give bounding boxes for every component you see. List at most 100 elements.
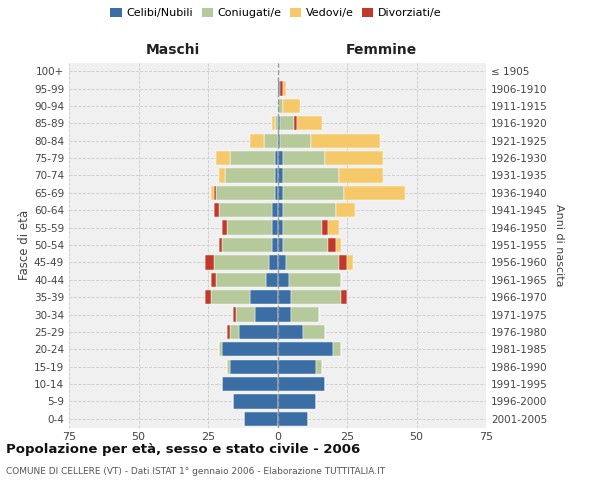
Bar (294, 116, 297, 130)
Bar (280, 116, 294, 130)
Bar (230, 325, 239, 339)
Bar (283, 168, 338, 182)
Bar (219, 203, 272, 218)
Bar (297, 116, 322, 130)
Bar (269, 256, 277, 270)
Bar (283, 186, 344, 200)
Bar (211, 272, 217, 287)
Text: COMUNE DI CELLERE (VT) - Dati ISTAT 1° gennaio 2006 - Elaborazione TUTTITALIA.IT: COMUNE DI CELLERE (VT) - Dati ISTAT 1° g… (6, 468, 385, 476)
Bar (217, 272, 266, 287)
Bar (344, 186, 406, 200)
Bar (338, 168, 383, 182)
Bar (236, 308, 255, 322)
Bar (333, 342, 341, 356)
Bar (277, 82, 280, 96)
Bar (211, 290, 250, 304)
Bar (211, 186, 214, 200)
Bar (222, 342, 277, 356)
Bar (227, 360, 230, 374)
Bar (214, 256, 269, 270)
Y-axis label: Fasce di età: Fasce di età (18, 210, 31, 280)
Bar (219, 168, 224, 182)
Bar (277, 116, 280, 130)
Bar (272, 116, 275, 130)
Bar (292, 308, 319, 322)
Bar (222, 220, 227, 234)
Bar (230, 360, 277, 374)
Bar (283, 220, 322, 234)
Bar (219, 342, 222, 356)
Bar (255, 308, 277, 322)
Bar (277, 394, 316, 408)
Bar (277, 272, 289, 287)
Bar (277, 325, 302, 339)
Bar (230, 151, 275, 165)
Bar (239, 325, 277, 339)
Bar (233, 308, 236, 322)
Bar (217, 186, 275, 200)
Bar (328, 220, 338, 234)
Bar (283, 99, 300, 113)
Bar (277, 151, 283, 165)
Text: Femmine: Femmine (346, 44, 418, 58)
Bar (244, 412, 277, 426)
Bar (341, 290, 347, 304)
Bar (205, 290, 211, 304)
Bar (283, 82, 286, 96)
Bar (250, 134, 263, 148)
Bar (277, 342, 333, 356)
Bar (277, 186, 283, 200)
Bar (328, 238, 336, 252)
Bar (277, 220, 283, 234)
Bar (277, 308, 292, 322)
Bar (227, 220, 272, 234)
Bar (263, 134, 277, 148)
Bar (277, 360, 316, 374)
Bar (347, 256, 353, 270)
Bar (325, 151, 383, 165)
Text: Maschi: Maschi (146, 44, 200, 58)
Bar (214, 186, 217, 200)
Bar (275, 186, 277, 200)
Bar (283, 238, 328, 252)
Bar (289, 272, 341, 287)
Bar (275, 116, 277, 130)
Bar (205, 256, 214, 270)
Bar (277, 377, 325, 391)
Bar (316, 360, 322, 374)
Bar (275, 151, 277, 165)
Legend: Celibi/Nubili, Coniugati/e, Vedovi/e, Divorziati/e: Celibi/Nubili, Coniugati/e, Vedovi/e, Di… (106, 3, 446, 22)
Y-axis label: Anni di nascita: Anni di nascita (554, 204, 564, 286)
Bar (219, 238, 222, 252)
Bar (272, 220, 277, 234)
Bar (222, 238, 272, 252)
Bar (266, 272, 277, 287)
Bar (214, 203, 219, 218)
Bar (217, 151, 230, 165)
Bar (280, 82, 283, 96)
Bar (322, 220, 328, 234)
Bar (277, 99, 283, 113)
Bar (277, 134, 280, 148)
Bar (283, 151, 325, 165)
Bar (338, 256, 347, 270)
Text: Popolazione per età, sesso e stato civile - 2006: Popolazione per età, sesso e stato civil… (6, 442, 360, 456)
Bar (224, 168, 275, 182)
Bar (277, 256, 286, 270)
Bar (277, 203, 283, 218)
Bar (272, 203, 277, 218)
Bar (222, 377, 277, 391)
Bar (233, 394, 277, 408)
Bar (272, 238, 277, 252)
Bar (311, 134, 380, 148)
Bar (292, 290, 341, 304)
Bar (336, 238, 341, 252)
Bar (283, 203, 336, 218)
Bar (227, 325, 230, 339)
Bar (277, 238, 283, 252)
Bar (336, 203, 355, 218)
Bar (277, 290, 292, 304)
Bar (250, 290, 277, 304)
Bar (280, 134, 311, 148)
Bar (286, 256, 338, 270)
